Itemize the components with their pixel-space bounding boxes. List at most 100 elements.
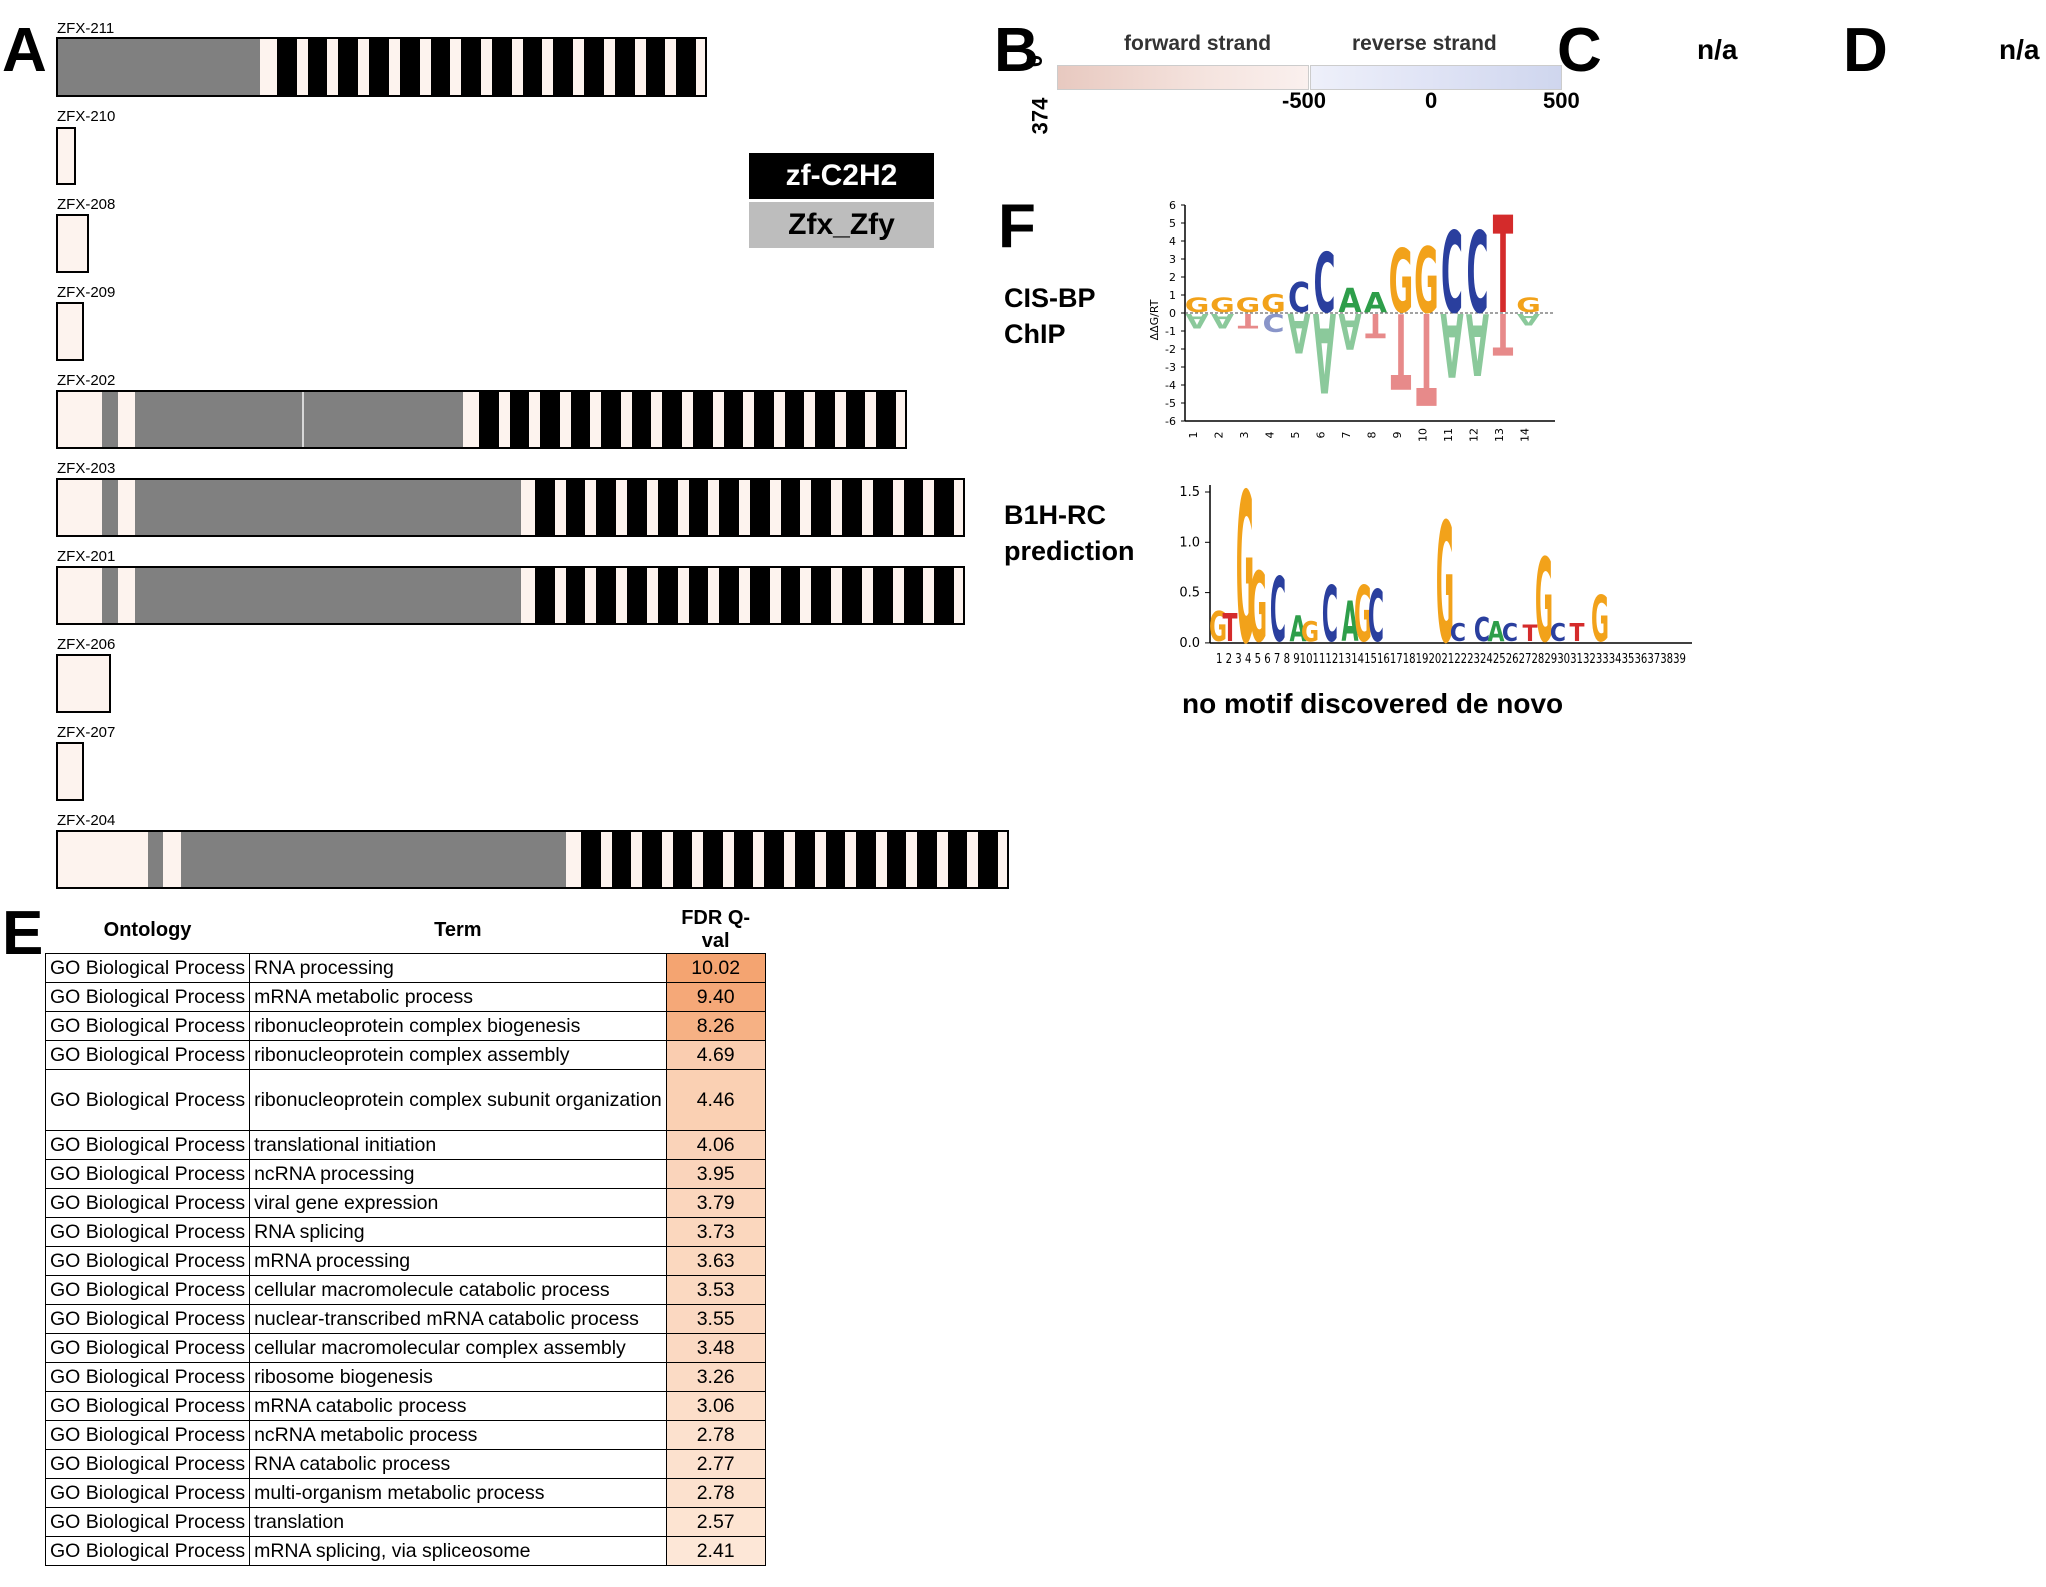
term-cell: RNA splicing — [249, 1217, 667, 1247]
motif-letter: C — [1313, 236, 1335, 332]
zinc-finger-segment — [492, 39, 512, 95]
table-row: GO Biological Process ribonucleoprotein c… — [44, 1040, 766, 1070]
y-tick-label: 0 — [1169, 307, 1176, 320]
zinc-finger-segment — [645, 39, 666, 95]
zinc-finger-segment — [307, 39, 328, 95]
fdr-cell: 2.78 — [665, 1478, 766, 1508]
zinc-finger-segment — [657, 480, 678, 535]
motif-letter: G — [1591, 584, 1609, 657]
domain-segment — [102, 480, 118, 535]
zinc-finger-segment — [754, 392, 774, 447]
zinc-finger-segment — [509, 392, 530, 447]
header-fdr: FDR Q-val — [681, 907, 751, 952]
fdr-cell: 4.69 — [665, 1040, 766, 1070]
domain-segment — [135, 480, 521, 535]
fdr-cell: 3.95 — [665, 1159, 766, 1189]
zinc-finger-segment — [570, 392, 591, 447]
zinc-finger-segment — [601, 392, 621, 447]
motif-letter: A — [1440, 293, 1463, 395]
motif-letter: C — [1474, 610, 1490, 649]
motif-letter: A — [1466, 294, 1489, 393]
heatmap-x-left: -500 — [1282, 88, 1327, 113]
table-row: GO Biological Process ribonucleoprotein c… — [44, 1069, 766, 1131]
term-cell: mRNA processing — [249, 1246, 667, 1276]
ontology-cell: GO Biological Process — [44, 1246, 251, 1276]
isoform-bar — [56, 37, 707, 97]
term-cell: mRNA metabolic process — [249, 982, 667, 1012]
ontology-cell: GO Biological Process — [44, 1333, 251, 1363]
cisbp-label-line1: CIS-BP — [1004, 283, 1096, 313]
y-tick-label: -1 — [1165, 325, 1176, 338]
term-cell: ribonucleoprotein complex assembly — [249, 1040, 667, 1070]
zinc-finger-segment — [733, 832, 754, 887]
motif-letter: G — [1436, 488, 1454, 670]
zinc-finger-segment — [565, 568, 586, 623]
zinc-finger-segment — [369, 39, 389, 95]
zinc-finger-segment — [811, 568, 832, 623]
fdr-cell: 2.78 — [665, 1420, 766, 1450]
zinc-finger-segment — [842, 568, 862, 623]
zinc-finger-segment — [856, 832, 876, 887]
ontology-cell: GO Biological Process — [44, 1449, 251, 1479]
zinc-finger-segment — [277, 39, 297, 95]
motif-letter: G — [1209, 602, 1227, 651]
cisbp-label-line2: ChIP — [1004, 319, 1066, 349]
domain-segment — [58, 39, 260, 95]
zinc-finger-segment — [540, 392, 560, 447]
motif-letter: T — [1416, 284, 1436, 431]
table-row: GO Biological Process mRNA metabolic proc… — [44, 982, 766, 1012]
ontology-cell: GO Biological Process — [44, 1420, 251, 1450]
table-row: GO Biological Process ribonucleoprotein c… — [44, 1011, 766, 1041]
ontology-cell: GO Biological Process — [44, 1130, 251, 1160]
zinc-finger-segment — [750, 480, 770, 535]
motif-letter: A — [1287, 300, 1310, 363]
y-tick-label: 4 — [1169, 235, 1176, 248]
motif-letter: C — [1466, 210, 1488, 340]
table-row: GO Biological Process translational initi… — [44, 1130, 766, 1160]
motif-letter: A — [1338, 302, 1362, 360]
x-tick-label: 3 — [1238, 432, 1251, 439]
domain-segment — [135, 392, 463, 447]
fdr-cell: 3.06 — [665, 1391, 766, 1421]
term-cell: mRNA catabolic process — [249, 1391, 667, 1421]
zinc-finger-segment — [642, 832, 662, 887]
motif-letter: G — [1185, 295, 1210, 317]
motif-letter: G — [1301, 616, 1319, 648]
motif-letter: T — [1522, 622, 1537, 647]
domain-segment — [148, 832, 163, 887]
y-tick-label: 2 — [1169, 271, 1176, 284]
motif-letter: G — [1389, 232, 1414, 334]
zinc-finger-segment — [553, 39, 574, 95]
zinc-finger-segment — [479, 392, 499, 447]
isoform-bar — [56, 127, 76, 185]
table-row: GO Biological Process mRNA splicing, via … — [44, 1536, 766, 1566]
go-enrichment-table: Ontology Term FDR Q-val GO Biological Pr… — [44, 907, 766, 1566]
table-header-row: Ontology Term FDR Q-val — [46, 907, 766, 954]
table-row: GO Biological Process cellular macromolec… — [44, 1333, 766, 1363]
motif-letter: T — [1493, 300, 1513, 366]
zinc-finger-segment — [581, 832, 601, 887]
domain-segment — [102, 568, 118, 623]
zinc-finger-segment — [842, 480, 862, 535]
zinc-finger-segment — [784, 392, 805, 447]
zinc-finger-segment — [934, 568, 954, 623]
x-tick-label: 2 — [1213, 432, 1226, 439]
zinc-finger-segment — [876, 392, 896, 447]
motif-letter: C — [1441, 210, 1463, 340]
ontology-cell: GO Biological Process — [44, 1304, 251, 1334]
term-cell: ribosome biogenesis — [249, 1362, 667, 1392]
fdr-cell: 2.77 — [665, 1449, 766, 1479]
ontology-cell: GO Biological Process — [44, 1159, 251, 1189]
x-tick-label: 10 — [1417, 428, 1430, 442]
y-tick-label: 6 — [1169, 199, 1176, 212]
ontology-cell: GO Biological Process — [44, 1391, 251, 1421]
x-tick-label: 6 — [1315, 432, 1328, 439]
legend-zfx-zfy: Zfx_Zfy — [749, 202, 934, 248]
fdr-cell: 3.55 — [665, 1304, 766, 1334]
motif-letter: C — [1550, 618, 1566, 648]
term-cell: ncRNA metabolic process — [249, 1420, 667, 1450]
motif-letter: C — [1288, 276, 1310, 323]
x-tick-label: 8 — [1366, 432, 1379, 439]
motif-letter: A — [1313, 288, 1336, 415]
